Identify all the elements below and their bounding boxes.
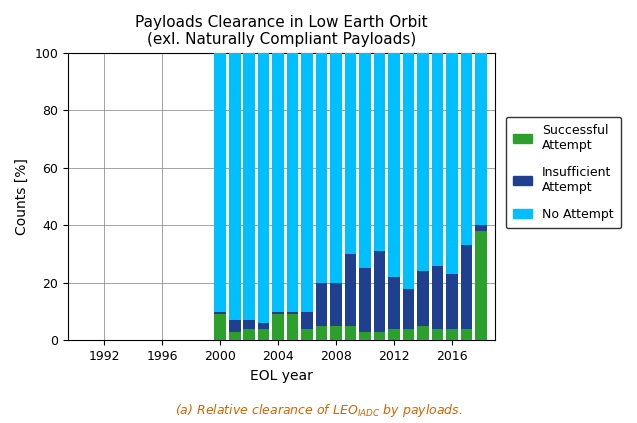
Bar (374, 332, 385, 341)
Bar (229, 332, 241, 341)
Bar (243, 53, 255, 320)
Bar (331, 53, 342, 283)
Bar (229, 53, 241, 320)
Bar (359, 53, 371, 269)
Bar (403, 53, 414, 288)
Text: (a) Relative clearance of LEO$_{\mathregular{IADC}}$ by payloads.: (a) Relative clearance of LEO$_{\mathreg… (175, 402, 462, 419)
Bar (461, 53, 472, 245)
Bar (417, 326, 429, 341)
Bar (258, 53, 269, 323)
Bar (475, 231, 487, 341)
Bar (446, 274, 458, 329)
Bar (345, 254, 356, 326)
Bar (229, 320, 241, 332)
Bar (273, 314, 284, 341)
Bar (287, 53, 299, 312)
Bar (359, 269, 371, 332)
Bar (389, 329, 400, 341)
X-axis label: EOL year: EOL year (250, 368, 313, 383)
Y-axis label: Counts [%]: Counts [%] (15, 158, 29, 235)
Bar (215, 314, 226, 341)
Bar (446, 53, 458, 274)
Bar (273, 53, 284, 312)
Bar (461, 329, 472, 341)
Bar (273, 312, 284, 314)
Bar (403, 329, 414, 341)
Title: Payloads Clearance in Low Earth Orbit
(exl. Naturally Compliant Payloads): Payloads Clearance in Low Earth Orbit (e… (136, 15, 428, 47)
Bar (403, 288, 414, 329)
Bar (432, 329, 443, 341)
Bar (301, 53, 313, 312)
Bar (331, 326, 342, 341)
Legend: Successful
Attempt, Insufficient
Attempt, No Attempt: Successful Attempt, Insufficient Attempt… (506, 116, 621, 228)
Bar (316, 283, 327, 326)
Bar (287, 314, 299, 341)
Bar (243, 329, 255, 341)
Bar (432, 266, 443, 329)
Bar (446, 329, 458, 341)
Bar (389, 53, 400, 277)
Bar (374, 53, 385, 251)
Bar (215, 312, 226, 314)
Bar (389, 277, 400, 329)
Bar (301, 329, 313, 341)
Bar (301, 312, 313, 329)
Bar (417, 271, 429, 326)
Bar (287, 312, 299, 314)
Bar (461, 245, 472, 329)
Bar (331, 283, 342, 326)
Bar (258, 323, 269, 329)
Bar (215, 53, 226, 312)
Bar (374, 251, 385, 332)
Bar (345, 53, 356, 254)
Bar (258, 329, 269, 341)
Bar (345, 326, 356, 341)
Bar (417, 53, 429, 271)
Bar (243, 320, 255, 329)
Bar (359, 332, 371, 341)
Bar (432, 53, 443, 266)
Bar (475, 53, 487, 225)
Bar (475, 225, 487, 231)
Bar (316, 326, 327, 341)
Bar (316, 53, 327, 283)
